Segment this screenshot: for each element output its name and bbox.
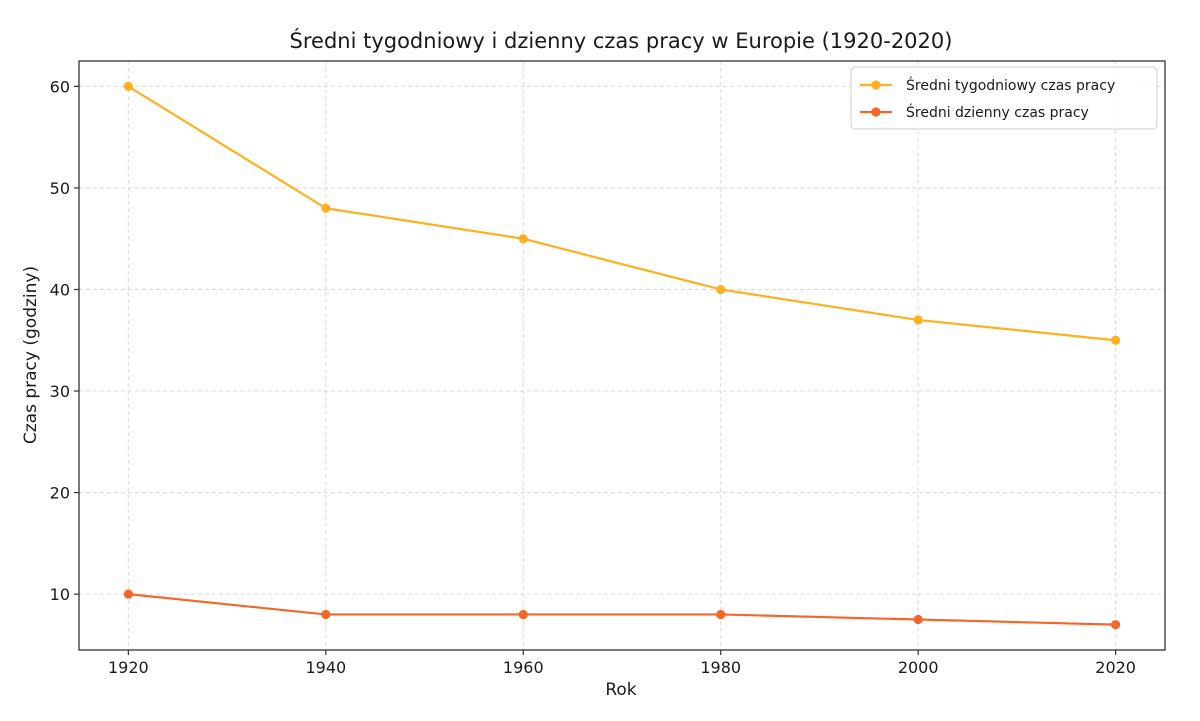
- y-tick-label: 30: [50, 382, 70, 401]
- data-point: [123, 81, 133, 91]
- axes: [78, 60, 1166, 651]
- legend-item: Średni dzienny czas pracy: [860, 103, 1089, 121]
- legend-box: [850, 66, 1158, 130]
- y-tick-label: 50: [50, 179, 70, 198]
- plot-frame: [78, 60, 1166, 651]
- legend-item: Średni tygodniowy czas pracy: [860, 76, 1115, 94]
- data-point: [518, 609, 528, 620]
- x-axis-label: Rok: [605, 680, 636, 700]
- y-tick-label: 20: [50, 484, 70, 503]
- x-tick-label: 2020: [1095, 658, 1136, 677]
- y-tick-label: 60: [50, 77, 70, 96]
- data-point: [1111, 620, 1121, 630]
- legend-label: Średni tygodniowy czas pracy: [906, 76, 1115, 94]
- series-weekly: [123, 81, 1121, 345]
- x-tick-label: 2000: [898, 658, 939, 677]
- legend: Średni tygodniowy czas pracy Średni dzien…: [850, 66, 1158, 130]
- data-point: [321, 203, 331, 213]
- grid-lines: [79, 61, 1165, 650]
- data-point: [518, 234, 528, 244]
- series-line: [127, 85, 1116, 342]
- series-line: [128, 593, 1116, 626]
- data-point: [1111, 335, 1121, 345]
- data-point: [321, 609, 331, 620]
- data-point: [913, 614, 923, 625]
- legend-swatch-marker: [871, 107, 881, 117]
- legend-label: Średni dzienny czas pracy: [906, 103, 1089, 121]
- x-tick-label: 1960: [503, 658, 544, 677]
- x-tick-label: 1980: [700, 658, 741, 677]
- data-point: [716, 284, 726, 295]
- y-tick-label: 40: [50, 280, 70, 299]
- data-point: [123, 589, 133, 599]
- y-tick-label: 10: [50, 585, 70, 604]
- series-daily: [123, 589, 1121, 630]
- data-point: [913, 315, 923, 325]
- data-point: [716, 609, 726, 620]
- ticks: 1920 1940 1960 1980 2000 2020 10 20 30 40 50 60: [50, 77, 1136, 677]
- legend-swatch-marker: [871, 80, 881, 90]
- series-layer: [123, 81, 1121, 630]
- x-tick-label: 1940: [305, 658, 346, 677]
- x-tick-label: 1920: [108, 658, 149, 677]
- chart-title: Średni tygodniowy i dzienny czas pracy w…: [290, 28, 953, 53]
- y-axis-label: Czas pracy (godziny): [21, 266, 41, 444]
